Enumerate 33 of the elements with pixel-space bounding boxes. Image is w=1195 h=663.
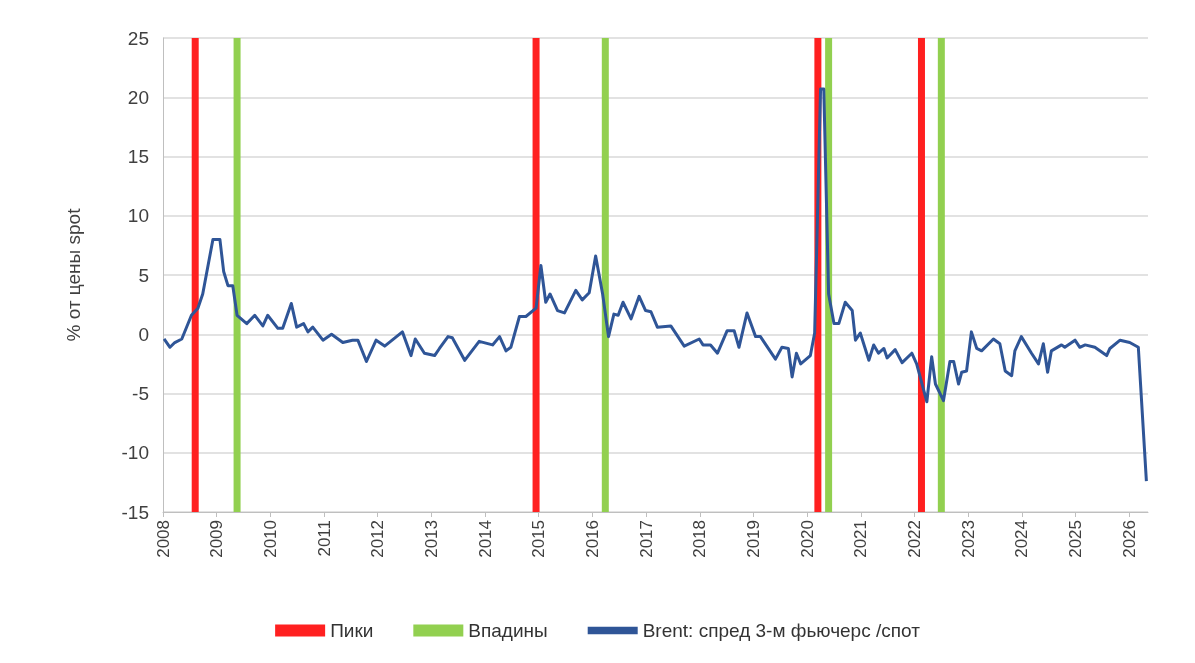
- y-tick-label: 10: [127, 205, 149, 227]
- legend-label: Brent: спред 3-м фьючерс /спот: [642, 620, 921, 641]
- y-tick-label: 15: [127, 146, 149, 167]
- x-tick-label: 2019: [743, 520, 763, 558]
- x-tick-label: 2025: [1066, 520, 1086, 558]
- x-tick-label: 2014: [475, 520, 495, 558]
- x-tick-label: 2016: [582, 520, 602, 558]
- x-tick-label: 2015: [529, 520, 549, 558]
- y-tick-label: 5: [138, 264, 149, 286]
- y-tick-label: -10: [121, 442, 149, 464]
- x-tick-label: 2022: [905, 520, 924, 558]
- x-tick-label: 2011: [314, 520, 334, 557]
- x-tick-label: 2018: [690, 520, 710, 558]
- y-axis-title: % от цены spot: [63, 207, 84, 342]
- x-tick-label: 2017: [636, 520, 656, 558]
- line-series: [162, 87, 1148, 483]
- legend-label: Впадины: [468, 620, 548, 641]
- x-tick-label: 2009: [207, 520, 227, 558]
- x-tick-label: 2024: [1012, 520, 1032, 558]
- x-tick-label: 2008: [153, 520, 173, 558]
- x-tick-label: 2023: [958, 520, 978, 558]
- y-tick-label: 0: [138, 323, 149, 345]
- y-tick-label: 20: [127, 86, 149, 108]
- legend-label: Пики: [330, 620, 374, 641]
- x-tick-label: 2020: [797, 520, 817, 558]
- y-tick-label: 25: [127, 27, 149, 49]
- x-tick-label: 2010: [260, 520, 280, 558]
- x-tick-label: 2026: [1119, 520, 1139, 558]
- y-tick-label: -15: [121, 501, 149, 523]
- y-tick-label: -5: [132, 383, 149, 404]
- x-tick-label: 2021: [851, 520, 871, 558]
- x-tick-label: 2012: [368, 520, 388, 558]
- x-tick-label: 2013: [421, 520, 441, 558]
